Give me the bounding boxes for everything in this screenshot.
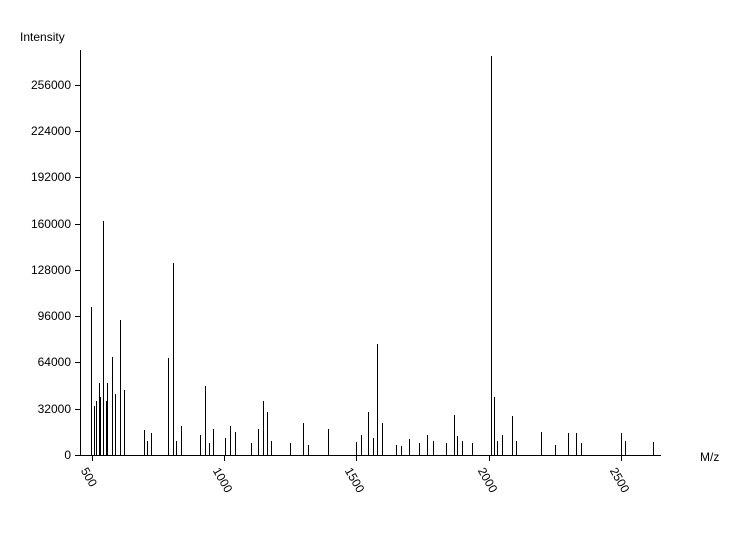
spectrum-peak — [107, 383, 108, 455]
x-tick — [92, 455, 93, 461]
spectrum-peak — [409, 439, 410, 455]
spectrum-peak — [96, 401, 97, 455]
y-tick-label: 64000 — [21, 355, 71, 369]
spectrum-peak — [462, 441, 463, 455]
spectrum-peak — [144, 430, 145, 455]
spectrum-peak — [497, 441, 498, 455]
spectrum-peak — [271, 441, 272, 455]
spectrum-peak — [200, 435, 201, 455]
spectrum-peak — [457, 436, 458, 455]
spectrum-peak — [516, 441, 517, 455]
spectrum-peak — [308, 445, 309, 455]
spectrum-peak — [512, 416, 513, 455]
spectrum-peak — [419, 443, 420, 455]
plot-area: 0320006400096000128000160000192000224000… — [80, 50, 661, 456]
y-tick-label: 160000 — [21, 217, 71, 231]
spectrum-peak — [99, 383, 100, 455]
spectrum-peak — [555, 445, 556, 455]
x-tick-label: 500 — [77, 465, 99, 489]
spectrum-peak — [168, 358, 169, 455]
y-tick-label: 192000 — [21, 170, 71, 184]
spectrum-peak — [124, 390, 125, 455]
y-tick — [75, 131, 81, 132]
x-tick — [489, 455, 490, 461]
y-tick-label: 224000 — [21, 124, 71, 138]
spectrum-peak — [213, 429, 214, 455]
x-tick-label: 2000 — [475, 465, 500, 495]
spectrum-peak — [263, 401, 264, 455]
spectrum-peak — [251, 443, 252, 455]
x-tick-label: 1000 — [210, 465, 235, 495]
spectrum-peak — [258, 429, 259, 455]
y-tick — [75, 316, 81, 317]
y-tick-label: 32000 — [21, 402, 71, 416]
x-tick-label: 2500 — [607, 465, 632, 495]
spectrum-peak — [303, 423, 304, 455]
x-tick — [356, 455, 357, 461]
spectrum-peak — [625, 441, 626, 455]
y-tick-label: 128000 — [21, 263, 71, 277]
x-tick — [224, 455, 225, 461]
spectrum-peak — [267, 412, 268, 455]
spectrum-peak — [361, 435, 362, 455]
spectrum-peak — [454, 415, 455, 456]
spectrum-peak — [328, 429, 329, 455]
y-tick — [75, 85, 81, 86]
spectrum-peak — [235, 432, 236, 455]
spectrum-peak — [491, 56, 492, 455]
spectrum-peak — [103, 221, 104, 455]
spectrum-peak — [568, 433, 569, 455]
spectrum-peak — [576, 433, 577, 455]
spectrum-peak — [373, 438, 374, 455]
spectrum-peak — [230, 426, 231, 455]
spectrum-peak — [581, 443, 582, 455]
spectrum-peak — [368, 412, 369, 455]
y-tick — [75, 224, 81, 225]
spectrum-peak — [173, 263, 174, 455]
y-tick-label: 0 — [21, 448, 71, 462]
spectrum-peak — [494, 397, 495, 455]
x-tick — [621, 455, 622, 461]
spectrum-peak — [147, 441, 148, 455]
spectrum-peak — [396, 445, 397, 455]
spectrum-peak — [653, 442, 654, 455]
spectrum-peak — [377, 344, 378, 455]
spectrum-peak — [621, 433, 622, 455]
spectrum-peak — [91, 307, 92, 455]
y-tick — [75, 455, 81, 456]
spectrum-peak — [502, 435, 503, 455]
spectrum-peak — [446, 443, 447, 455]
spectrum-peak — [290, 443, 291, 455]
spectrum-peak — [356, 442, 357, 455]
y-axis-title: Intensity — [20, 30, 65, 44]
spectrum-peak — [401, 446, 402, 455]
mass-spectrum-chart: Intensity M/z 03200064000960001280001600… — [0, 0, 750, 540]
spectrum-peak — [472, 443, 473, 455]
y-tick — [75, 177, 81, 178]
x-axis-title: M/z — [700, 450, 719, 464]
x-tick-label: 1500 — [342, 465, 367, 495]
spectrum-peak — [94, 406, 95, 455]
y-tick — [75, 270, 81, 271]
spectrum-peak — [225, 438, 226, 455]
spectrum-peak — [382, 423, 383, 455]
y-tick-label: 256000 — [21, 78, 71, 92]
spectrum-peak — [112, 357, 113, 455]
spectrum-peak — [151, 433, 152, 455]
y-tick-label: 96000 — [21, 309, 71, 323]
spectrum-peak — [100, 397, 101, 455]
spectrum-peak — [181, 426, 182, 455]
spectrum-peak — [176, 441, 177, 455]
y-tick — [75, 409, 81, 410]
y-tick — [75, 362, 81, 363]
spectrum-peak — [205, 386, 206, 455]
spectrum-peak — [433, 441, 434, 455]
spectrum-peak — [120, 320, 121, 455]
spectrum-peak — [541, 432, 542, 455]
spectrum-peak — [209, 443, 210, 455]
spectrum-peak — [115, 394, 116, 455]
spectrum-peak — [427, 435, 428, 455]
